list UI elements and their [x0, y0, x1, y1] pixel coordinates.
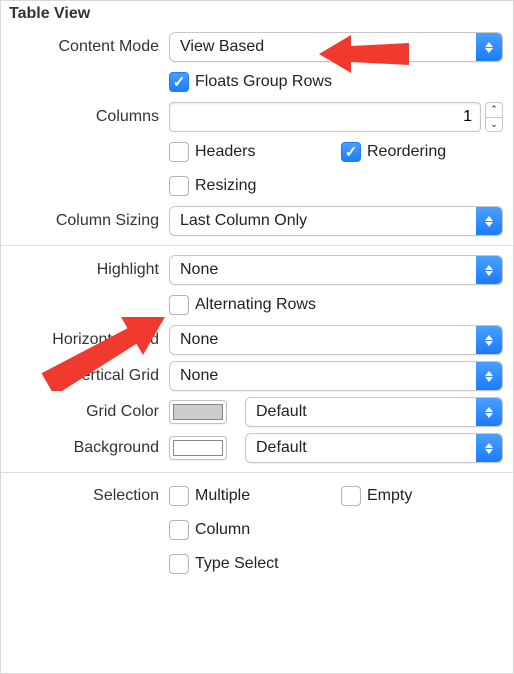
horizontal-grid-value: None	[180, 331, 476, 349]
alternating-rows-label: Alternating Rows	[195, 296, 316, 314]
column-sizing-row: Column Sizing Last Column Only	[1, 203, 513, 239]
vertical-grid-value: None	[180, 367, 476, 385]
selection-label: Selection	[1, 487, 169, 505]
grid-color-swatch	[173, 404, 223, 420]
divider	[1, 472, 513, 473]
table-view-panel: Table View Content Mode View Based ✓ Flo…	[0, 0, 514, 674]
background-label: Background	[1, 439, 169, 457]
grid-color-well[interactable]	[169, 400, 227, 424]
selection-column-checkbox[interactable]: ✓	[169, 520, 189, 540]
content-mode-row: Content Mode View Based	[1, 29, 513, 65]
selection-row-3: ✓ Type Select	[1, 547, 513, 581]
horizontal-grid-popup[interactable]: None	[169, 325, 503, 355]
selection-empty-checkbox[interactable]: ✓	[341, 486, 361, 506]
resizing-checkbox[interactable]: ✓	[169, 176, 189, 196]
selection-row-1: Selection ✓ Multiple ✓ Empty	[1, 479, 513, 513]
columns-input[interactable]	[169, 102, 481, 132]
alternating-rows-checkbox[interactable]: ✓	[169, 295, 189, 315]
grid-color-value: Default	[256, 403, 476, 421]
background-popup[interactable]: Default	[245, 433, 503, 463]
headers-label: Headers	[195, 143, 255, 161]
popup-arrows-icon	[476, 207, 502, 235]
selection-row-2: ✓ Column	[1, 513, 513, 547]
headers-reordering-row: ✓ Headers ✓ Reordering	[1, 135, 513, 169]
grid-color-label: Grid Color	[1, 403, 169, 421]
background-row: Background Default	[1, 430, 513, 466]
selection-multiple-label: Multiple	[195, 487, 250, 505]
selection-type-select-checkbox[interactable]: ✓	[169, 554, 189, 574]
headers-checkbox[interactable]: ✓	[169, 142, 189, 162]
resizing-label: Resizing	[195, 177, 256, 195]
selection-empty-label: Empty	[367, 487, 412, 505]
column-sizing-value: Last Column Only	[180, 212, 476, 230]
columns-label: Columns	[1, 108, 169, 126]
stepper-up-icon[interactable]: ⌃	[485, 102, 503, 117]
popup-arrows-icon	[476, 362, 502, 390]
columns-stepper[interactable]: ⌃ ⌄	[485, 102, 503, 132]
grid-color-popup[interactable]: Default	[245, 397, 503, 427]
selection-multiple-checkbox[interactable]: ✓	[169, 486, 189, 506]
horizontal-grid-label: Horizontal Grid	[1, 331, 169, 349]
background-value: Default	[256, 439, 476, 457]
horizontal-grid-row: Horizontal Grid None	[1, 322, 513, 358]
highlight-popup[interactable]: None	[169, 255, 503, 285]
floats-group-rows-checkbox[interactable]: ✓	[169, 72, 189, 92]
reordering-label: Reordering	[367, 143, 446, 161]
selection-column-label: Column	[195, 521, 250, 539]
floats-group-rows-label: Floats Group Rows	[195, 73, 332, 91]
popup-arrows-icon	[476, 434, 502, 462]
content-mode-value: View Based	[180, 38, 476, 56]
column-sizing-label: Column Sizing	[1, 212, 169, 230]
content-mode-popup[interactable]: View Based	[169, 32, 503, 62]
alternating-rows-row: ✓ Alternating Rows	[1, 288, 513, 322]
highlight-row: Highlight None	[1, 252, 513, 288]
column-sizing-popup[interactable]: Last Column Only	[169, 206, 503, 236]
stepper-down-icon[interactable]: ⌄	[485, 117, 503, 133]
popup-arrows-icon	[476, 256, 502, 284]
highlight-label: Highlight	[1, 261, 169, 279]
vertical-grid-popup[interactable]: None	[169, 361, 503, 391]
background-color-well[interactable]	[169, 436, 227, 460]
background-color-swatch	[173, 440, 223, 456]
section-title: Table View	[1, 1, 513, 29]
popup-arrows-icon	[476, 398, 502, 426]
vertical-grid-row: Vertical Grid None	[1, 358, 513, 394]
highlight-value: None	[180, 261, 476, 279]
vertical-grid-label: Vertical Grid	[1, 367, 169, 385]
selection-type-select-label: Type Select	[195, 555, 279, 573]
reordering-checkbox[interactable]: ✓	[341, 142, 361, 162]
resizing-row: ✓ Resizing	[1, 169, 513, 203]
content-mode-label: Content Mode	[1, 38, 169, 56]
floats-group-rows-row: ✓ Floats Group Rows	[1, 65, 513, 99]
columns-row: Columns ⌃ ⌄	[1, 99, 513, 135]
popup-arrows-icon	[476, 326, 502, 354]
divider	[1, 245, 513, 246]
popup-arrows-icon	[476, 33, 502, 61]
grid-color-row: Grid Color Default	[1, 394, 513, 430]
